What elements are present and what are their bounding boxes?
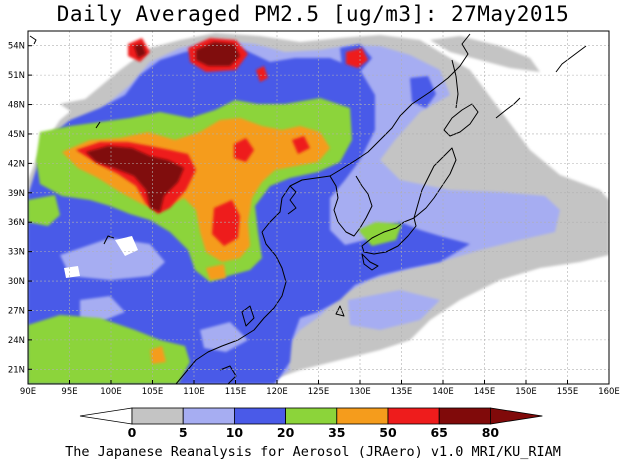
concentration-field <box>28 31 609 384</box>
lat-tick-label: 24N <box>8 336 25 346</box>
colorbar-label: 80 <box>482 425 500 440</box>
lat-tick-label: 27N <box>8 306 25 316</box>
colorbar-label: 65 <box>430 425 447 440</box>
lat-tick-label: 48N <box>8 101 25 111</box>
map-title: Daily Averaged PM2.5 [ug/m3]: 27May2015 <box>56 2 570 26</box>
lon-tick-label: 140E <box>432 387 454 397</box>
lon-tick-label: 125E <box>308 387 330 397</box>
lon-tick-label: 110E <box>183 387 205 397</box>
colorbar-labels: 0 5 10 20 35 50 65 80 <box>128 425 500 440</box>
lon-tick-label: 100E <box>100 387 122 397</box>
coastlines <box>29 33 587 384</box>
lat-tick-label: 33N <box>8 248 25 258</box>
lon-tick-label: 155E <box>557 387 579 397</box>
colorbar-swatch <box>182 407 235 425</box>
colorbar-swatch <box>285 407 338 425</box>
colorbar-under-arrow <box>79 407 133 425</box>
lat-tick-label: 21N <box>8 365 25 375</box>
colorbar-label: 35 <box>328 425 345 440</box>
lat-tick-label: 54N <box>8 42 25 52</box>
lat-tick-label: 45N <box>8 130 25 140</box>
lon-tick-label: 150E <box>515 387 537 397</box>
colorbar-swatch <box>387 407 440 425</box>
colorbar-swatch <box>336 407 389 425</box>
colorbar-swatches <box>79 407 543 425</box>
lon-tick-label: 130E <box>349 387 371 397</box>
lon-tick-label: 120E <box>266 387 288 397</box>
colorbar-over-arrow <box>489 407 543 425</box>
lat-tick-label: 36N <box>8 218 25 228</box>
lon-tick-label: 105E <box>142 387 164 397</box>
longitude-axis: 90E 95E 100E 105E 110E 115E 120E 125E 130E 135E 14… <box>20 380 620 397</box>
credit-text: The Japanese Reanalysis for Aerosol (JRA… <box>65 444 561 460</box>
low-holes <box>60 238 248 352</box>
colorbar-label: 10 <box>226 425 244 440</box>
clean-air-holes <box>64 236 138 278</box>
band-over-80 <box>86 42 240 212</box>
colorbar-label: 5 <box>179 425 188 440</box>
lon-tick-label: 145E <box>474 387 496 397</box>
lat-tick-label: 42N <box>8 159 25 169</box>
latitude-axis: 21N 24N 27N 30N 33N 36N 39N 42N 45N 48N 51N 54N <box>8 42 32 375</box>
lat-tick-label: 30N <box>8 277 25 287</box>
colorbar-label: 0 <box>128 425 137 440</box>
colorbar-swatch <box>131 407 184 425</box>
lon-tick-label: 135E <box>391 387 413 397</box>
lon-tick-label: 160E <box>598 387 620 397</box>
colorbar-label: 20 <box>277 425 295 440</box>
graticule <box>28 31 609 384</box>
lon-tick-label: 90E <box>20 387 36 397</box>
lat-tick-label: 51N <box>8 71 25 81</box>
lon-tick-label: 95E <box>61 387 77 397</box>
colorbar-swatch <box>438 407 491 425</box>
lon-tick-label: 115E <box>225 387 247 397</box>
colorbar-swatch <box>233 407 286 425</box>
lat-tick-label: 39N <box>8 189 25 199</box>
colorbar-label: 50 <box>379 425 397 440</box>
